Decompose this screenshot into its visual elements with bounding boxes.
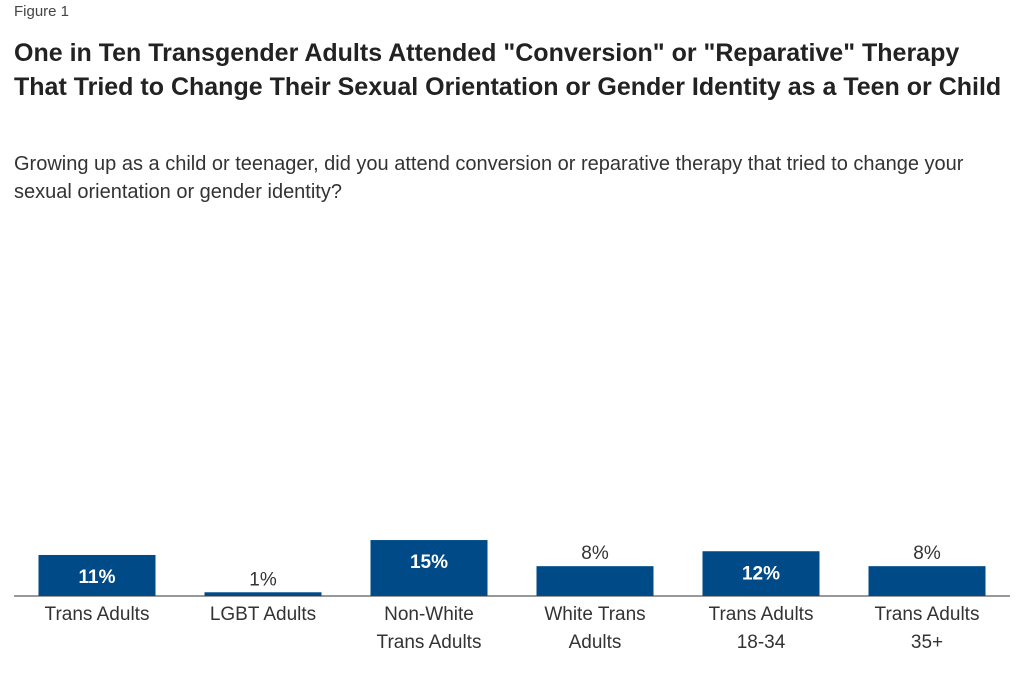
value-label: 8% — [581, 543, 609, 564]
x-tick-label: Trans Adults — [44, 604, 150, 625]
value-label: 1% — [249, 569, 277, 590]
value-label: 8% — [913, 543, 941, 564]
bar — [536, 566, 654, 596]
bar — [370, 540, 488, 596]
x-tick-label: Trans Adults 35+ — [874, 604, 980, 653]
value-label: 15% — [410, 552, 448, 573]
x-tick-label: Non-White Trans Adults — [376, 604, 482, 653]
bar — [38, 554, 156, 596]
value-label: 12% — [742, 563, 780, 584]
value-label: 11% — [79, 567, 116, 588]
x-tick-label: White Trans Adults — [544, 604, 646, 653]
figure-label: Figure 1 — [14, 3, 70, 20]
x-tick-label: LGBT Adults — [209, 604, 317, 625]
bar — [204, 592, 322, 596]
chart-title: One in Ten Transgender Adults Attended "… — [14, 39, 1002, 101]
x-tick-label: Trans Adults 18-34 — [708, 604, 814, 653]
bar — [868, 566, 986, 596]
bar — [702, 551, 820, 596]
chart-subtitle: Growing up as a child or teenager, did y… — [14, 153, 964, 203]
